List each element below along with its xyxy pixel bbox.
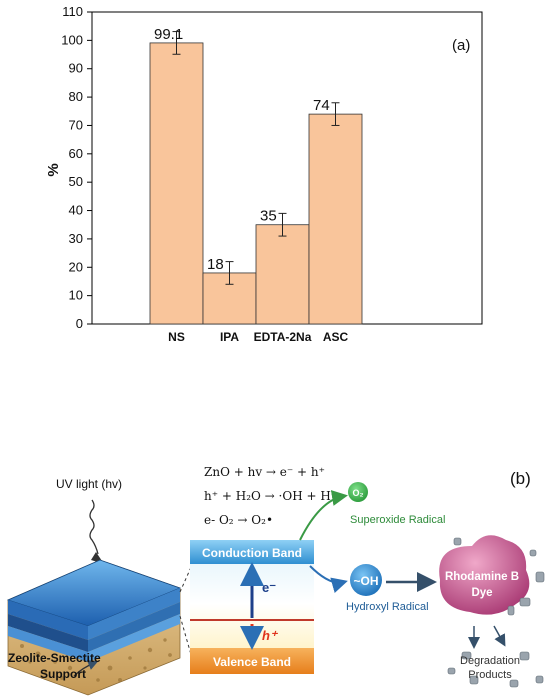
x-tick-label: ASC	[323, 330, 349, 344]
products-label-line2: Products	[468, 669, 512, 681]
y-tick-label: 70	[69, 117, 83, 132]
conduction-band	[190, 540, 314, 564]
data-label: 35	[260, 208, 277, 225]
y-tick-label: 90	[69, 61, 83, 76]
support-pointer	[73, 660, 99, 677]
y-tick-label: 80	[69, 89, 83, 104]
superoxide-icon	[348, 482, 368, 502]
o2-symbol: O₂	[353, 488, 364, 498]
hydroxyl-icon	[350, 564, 382, 596]
support-label-line2: Support	[40, 667, 86, 681]
y-tick-label: 0	[76, 316, 83, 331]
x-tick-label: NS	[168, 330, 185, 344]
plot-area: 0 10 20 30 40 50 60 70 80 90 100 110 99.1 NS 18 IPA 35 ED…	[61, 4, 483, 344]
panel-label-a: (a)	[452, 37, 470, 54]
bar	[149, 42, 204, 325]
data-label: 74	[313, 97, 330, 114]
dye-label-line2: Dye	[471, 587, 492, 599]
data-label: 99.1	[154, 26, 183, 43]
support-label-line1: Zeolite-Smectite	[8, 651, 101, 665]
electron-label: e⁻	[262, 580, 276, 595]
hydroxyl-arrow	[309, 565, 348, 593]
bar	[308, 113, 363, 325]
y-tick-label: 30	[69, 231, 83, 246]
hydroxyl-label: Hydroxyl Radical	[346, 601, 429, 613]
y-tick-label: 10	[69, 288, 83, 303]
rhodamine-dye-blob	[439, 535, 530, 615]
fragment-arrow-2	[493, 625, 506, 647]
hole-label: h⁺	[262, 628, 279, 643]
superoxide-arrow	[299, 490, 348, 541]
y-tick-label: 60	[69, 146, 83, 161]
x-tick-label: EDTA-2Na	[254, 330, 312, 344]
equation-1: ZnO + hv → e⁻ + h⁺	[204, 465, 325, 479]
oh-symbol: ~OH	[353, 574, 378, 588]
uv-light-label: UV light (hv)	[56, 477, 122, 491]
photocatalysis-schematic: (b) UV light (hv) Zeolite-Smectite Suppo…	[6, 465, 545, 696]
y-axis-label: %	[45, 163, 62, 176]
conduction-band-label: Conduction Band	[202, 546, 302, 560]
valence-band	[190, 648, 314, 674]
x-tick-label: IPA	[220, 330, 239, 344]
zeolite-support-block	[6, 559, 182, 696]
y-tick-label: 110	[62, 4, 83, 19]
uv-wave-icon	[89, 499, 99, 555]
data-label: 18	[207, 256, 224, 273]
y-tick-label: 20	[69, 259, 83, 274]
bar-chart: 0 10 20 30 40 50 60 70 80 90 100 110 99.1 NS 18 IPA 35 ED…	[45, 4, 483, 344]
dye-label-line1: Rhodamine B	[445, 571, 519, 583]
y-tick-label: 40	[69, 203, 83, 218]
products-label-line1: Degradation	[460, 655, 520, 667]
panel-label-b: (b)	[510, 469, 531, 488]
y-tick-label: 50	[69, 174, 83, 189]
superoxide-label: Superoxide Radical	[350, 514, 445, 526]
bar	[255, 224, 310, 325]
equation-3: e- O₂ → O₂•	[204, 513, 273, 527]
equation-2: h⁺ + H₂O → ·OH + H⁺	[204, 489, 337, 503]
y-tick-label: 100	[61, 32, 83, 47]
degradation-fragments	[447, 537, 545, 688]
valence-band-label: Valence Band	[213, 655, 291, 669]
